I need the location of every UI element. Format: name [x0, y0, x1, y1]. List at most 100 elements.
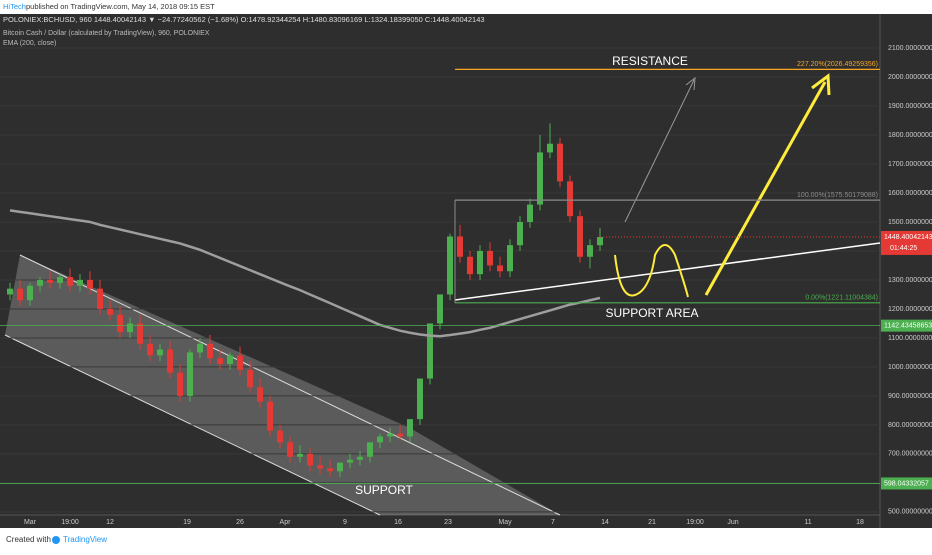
- candle-body: [307, 453, 313, 466]
- candle-body: [427, 323, 433, 379]
- candle-body: [337, 462, 343, 472]
- candle-body: [397, 433, 403, 437]
- candle-body: [327, 468, 333, 472]
- publisher[interactable]: HiTech: [3, 2, 26, 11]
- trendline: [454, 242, 881, 301]
- plot-bg: [0, 14, 932, 528]
- candle-body: [417, 378, 423, 420]
- candle-body: [537, 152, 543, 205]
- footer-brand[interactable]: TradingView: [63, 535, 107, 544]
- annotation: SUPPORT: [355, 483, 413, 497]
- y-tick-label: 2000.00000000: [888, 74, 932, 81]
- x-tick-label: 19:00: [61, 519, 79, 526]
- candle-body: [177, 372, 183, 396]
- candle-body: [527, 204, 533, 222]
- candle-body: [257, 387, 263, 402]
- candle-body: [207, 343, 213, 359]
- fib-label: 227.20%(2026.49259356): [797, 61, 878, 68]
- x-tick-label: Apr: [280, 519, 292, 526]
- candle-body: [27, 285, 33, 301]
- indicator-name: EMA (200, close): [3, 40, 56, 47]
- candle-body: [237, 355, 243, 370]
- y-tick-label: 900.00000000: [888, 393, 932, 400]
- fib-label: 0.00%(1221.11004384): [805, 295, 878, 302]
- candle-body: [347, 459, 353, 463]
- countdown: 01:44:25: [890, 245, 917, 252]
- y-tick-label: 1600.00000000: [888, 190, 932, 197]
- candle-body: [117, 314, 123, 333]
- candle-body: [517, 221, 523, 246]
- candle-body: [467, 256, 473, 275]
- y-tick-label: 1900.00000000: [888, 103, 932, 110]
- candle-body: [107, 308, 113, 315]
- path-projection: [614, 244, 689, 298]
- annotation: SUPPORT AREA: [606, 306, 699, 320]
- x-tick-label: 21: [648, 519, 656, 526]
- price-tag-label: 1448.40042143: [884, 234, 932, 241]
- candle-body: [597, 237, 603, 246]
- arrow-gray: [624, 79, 695, 223]
- candle-body: [407, 419, 413, 437]
- x-tick-label: 23: [444, 519, 452, 526]
- y-tick-label: 1000.00000000: [888, 364, 932, 371]
- candle-body: [197, 343, 203, 353]
- channel-top: [19, 254, 561, 516]
- y-tick-label: 1200.00000000: [888, 306, 932, 313]
- candle-body: [187, 352, 193, 396]
- y-tick-label: 1700.00000000: [888, 161, 932, 168]
- candle-body: [547, 143, 553, 153]
- candle-body: [477, 250, 483, 275]
- price-tag: [881, 230, 932, 255]
- x-tick-label: May: [498, 519, 512, 526]
- y-tick-label: 2100.00000000: [888, 45, 932, 52]
- published: published on TradingView.com, May 14, 20…: [26, 2, 215, 11]
- candle-body: [497, 265, 503, 272]
- x-tick-label: 9: [343, 519, 347, 526]
- price-tag-label: 1142.43458653: [884, 322, 932, 329]
- fib-label: 100.00%(1575.50179088): [797, 192, 878, 199]
- candle-body: [437, 294, 443, 324]
- x-tick-label: 26: [236, 519, 244, 526]
- candle-body: [267, 401, 273, 431]
- candle-body: [77, 279, 83, 286]
- x-tick-label: 11: [804, 519, 811, 526]
- candle-body: [217, 358, 223, 365]
- x-tick-label: 16: [394, 519, 402, 526]
- y-tick-label: 700.00000000: [888, 451, 932, 458]
- candle-body: [157, 349, 163, 356]
- x-tick-label: 18: [856, 519, 864, 526]
- candle-body: [97, 288, 103, 309]
- y-tick-label: 1100.00000000: [888, 335, 932, 342]
- candle-body: [37, 279, 43, 286]
- annotation: RESISTANCE: [612, 54, 688, 68]
- candle-body: [227, 355, 233, 365]
- candle-body: [447, 236, 453, 295]
- x-tick-label: 14: [601, 519, 609, 526]
- candle-body: [297, 453, 303, 457]
- symbol-title: Bitcoin Cash / Dollar (calculated by Tra…: [3, 30, 210, 37]
- candle-body: [7, 288, 13, 295]
- candle-body: [317, 465, 323, 469]
- price-tag: [881, 319, 932, 332]
- candle-body: [147, 343, 153, 356]
- arrow-gray-head: [685, 76, 696, 91]
- x-tick-label: 19: [183, 519, 191, 526]
- price-tag-label: 598.04332057: [884, 480, 929, 487]
- candle-body: [47, 279, 53, 283]
- channel: [5, 255, 560, 515]
- candle-body: [357, 456, 363, 460]
- candle-body: [287, 442, 293, 457]
- arrow-head: [811, 73, 831, 96]
- candle-body: [367, 442, 373, 457]
- x-tick-label: 12: [106, 519, 114, 526]
- x-tick-label: Jun: [727, 519, 738, 526]
- candle-body: [557, 143, 563, 182]
- candle-body: [457, 236, 463, 257]
- candle-body: [487, 250, 493, 266]
- y-tick-label: 500.00000000: [888, 509, 932, 516]
- candle-body: [277, 430, 283, 443]
- candle-body: [587, 245, 593, 257]
- candle-body: [247, 369, 253, 388]
